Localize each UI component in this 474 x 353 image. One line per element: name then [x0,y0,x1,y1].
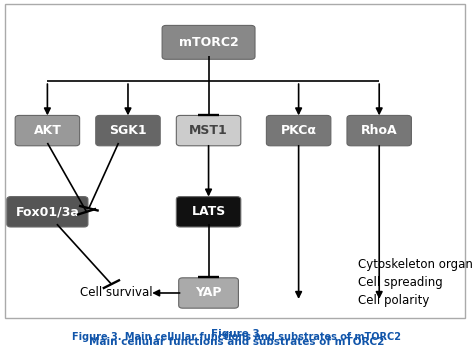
FancyBboxPatch shape [266,115,331,146]
Text: mTORC2: mTORC2 [179,36,238,49]
FancyBboxPatch shape [162,25,255,59]
Text: Cytoskeleton organization
Cell spreading
Cell polarity: Cytoskeleton organization Cell spreading… [358,258,474,307]
Text: SGK1: SGK1 [109,124,147,137]
Text: Cell survival: Cell survival [80,287,153,299]
Text: Fox01/3a: Fox01/3a [16,205,79,218]
Text: Main cellular functions and substrates of mTORC2: Main cellular functions and substrates o… [89,337,385,347]
Text: PKCα: PKCα [281,124,317,137]
FancyBboxPatch shape [347,115,411,146]
Text: Figure 3. Main cellular functions and substrates of mTORC2: Figure 3. Main cellular functions and su… [73,332,401,342]
FancyBboxPatch shape [15,115,80,146]
FancyBboxPatch shape [5,4,465,318]
Text: YAP: YAP [195,287,222,299]
FancyBboxPatch shape [179,278,238,308]
Text: Figure 3.: Figure 3. [210,329,264,339]
FancyBboxPatch shape [7,197,88,227]
Text: RhoA: RhoA [361,124,398,137]
FancyBboxPatch shape [96,115,160,146]
Text: AKT: AKT [34,124,61,137]
FancyBboxPatch shape [176,115,241,146]
Text: MST1: MST1 [189,124,228,137]
FancyBboxPatch shape [176,197,241,227]
Text: LATS: LATS [191,205,226,218]
